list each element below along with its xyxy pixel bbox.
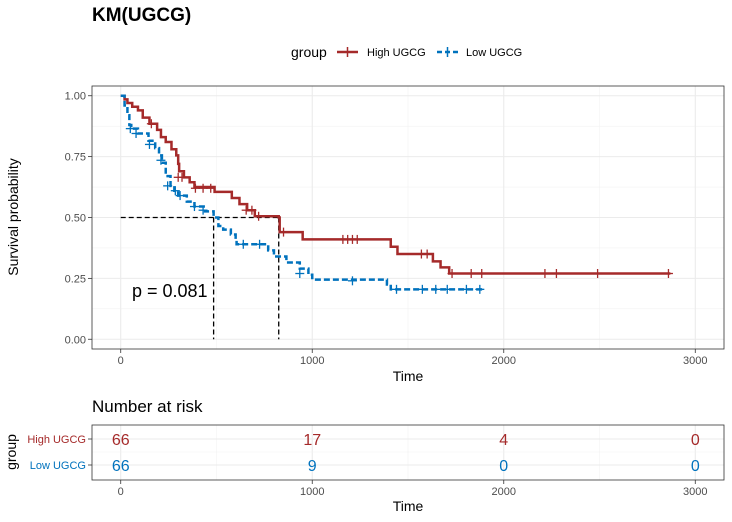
x-tick-label: 1000 — [300, 355, 324, 367]
legend-key-high — [337, 47, 358, 57]
risk-table-x-axis: 0 1000 2000 3000 — [118, 480, 708, 498]
y-axis: 0.00 0.25 0.50 0.75 1.00 — [65, 91, 92, 346]
x-tick-label: 2000 — [492, 355, 516, 367]
median-survival-lines — [120, 216, 280, 340]
risk-x-tick-label: 3000 — [683, 486, 707, 498]
y-tick-label: 0.75 — [65, 152, 86, 164]
risk-value: 9 — [308, 458, 317, 475]
y-tick-label: 0.25 — [65, 273, 86, 285]
y-axis-title: Survival probability — [5, 158, 21, 276]
risk-table-title: Number at risk — [92, 397, 203, 416]
risk-x-tick-label: 0 — [118, 486, 124, 498]
x-axis: 0 1000 2000 3000 — [118, 349, 708, 367]
y-tick-label: 0.50 — [65, 213, 86, 225]
risk-x-tick-label: 2000 — [492, 486, 516, 498]
curve-high-ugcg — [120, 94, 671, 275]
risk-table-values: 66 17 4 0 66 9 0 0 — [112, 432, 700, 475]
censor-marks — [125, 119, 673, 294]
survival-plot-panel: p = 0.081 — [91, 85, 725, 350]
chart-title: KM(UGCG) — [92, 5, 191, 26]
x-tick-label: 3000 — [683, 355, 707, 367]
risk-value: 0 — [691, 432, 700, 449]
risk-value: 66 — [112, 432, 130, 449]
risk-table-panel: 66 17 4 0 66 9 0 0 — [91, 424, 725, 481]
risk-table-x-title: Time — [393, 498, 424, 514]
risk-value: 4 — [499, 432, 508, 449]
y-tick-label: 1.00 — [65, 91, 86, 103]
risk-table-row-labels: High UGCG Low UGCG — [27, 434, 92, 472]
legend-key-low — [437, 47, 458, 57]
legend: group High UGCG Low UGCG — [291, 44, 522, 60]
risk-x-tick-label: 1000 — [300, 486, 324, 498]
risk-value: 0 — [499, 458, 508, 475]
x-tick-label: 0 — [118, 355, 124, 367]
legend-label-low: Low UGCG — [466, 47, 522, 59]
risk-value: 66 — [112, 458, 130, 475]
plot-grid — [92, 86, 724, 349]
risk-table-grid — [92, 425, 724, 480]
risk-row-label: Low UGCG — [30, 460, 86, 472]
risk-value: 0 — [691, 458, 700, 475]
y-tick-label: 0.00 — [65, 334, 86, 346]
risk-row-label: High UGCG — [27, 434, 86, 446]
p-value-label: p = 0.081 — [132, 281, 208, 301]
legend-label-high: High UGCG — [367, 47, 426, 59]
risk-table-y-title: group — [3, 434, 19, 470]
risk-value: 17 — [303, 432, 321, 449]
legend-title: group — [291, 44, 327, 60]
x-axis-title: Time — [393, 368, 424, 384]
